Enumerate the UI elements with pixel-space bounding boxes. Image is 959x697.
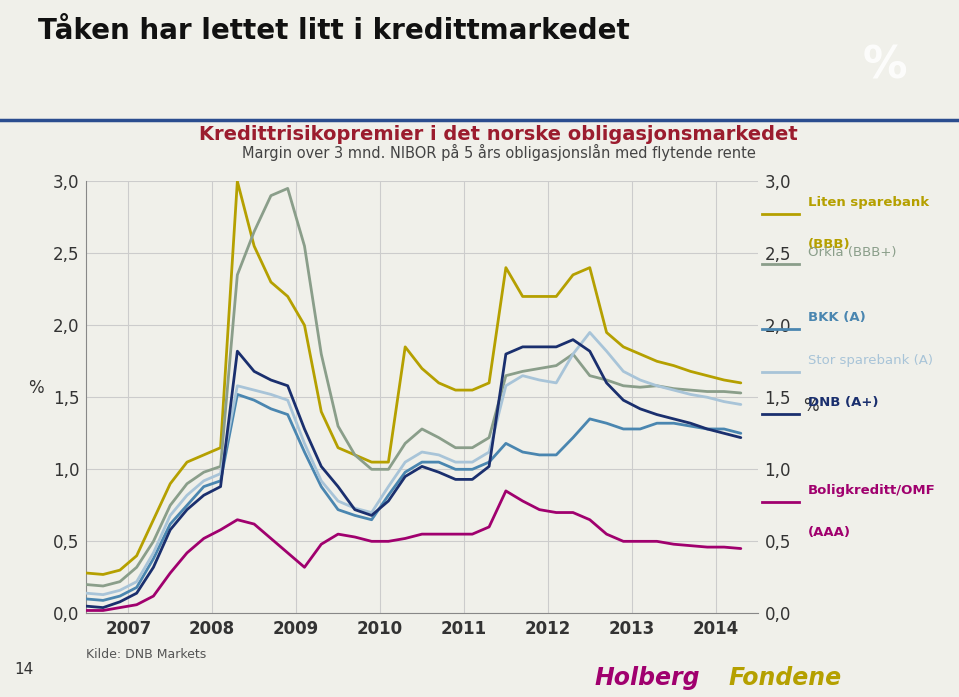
Text: (BBB): (BBB) <box>807 238 851 252</box>
Text: BKK (A): BKK (A) <box>807 312 866 324</box>
Text: %: % <box>862 44 907 87</box>
Text: DNB (A+): DNB (A+) <box>807 396 878 408</box>
Text: Margin over 3 mnd. NIBOR på 5 års obligasjonslån med flytende rente: Margin over 3 mnd. NIBOR på 5 års obliga… <box>242 144 756 161</box>
Text: Fondene: Fondene <box>729 666 842 689</box>
Text: Kilde: DNB Markets: Kilde: DNB Markets <box>86 648 206 661</box>
Text: 14: 14 <box>14 662 34 677</box>
Text: (AAA): (AAA) <box>807 526 851 539</box>
Text: Tåken har lettet litt i kredittmarkedet: Tåken har lettet litt i kredittmarkedet <box>38 17 630 45</box>
Text: Kredittrisikopremier i det norske obligasjonsmarkedet: Kredittrisikopremier i det norske obliga… <box>199 125 798 144</box>
Text: Orkla (BBB+): Orkla (BBB+) <box>807 246 897 259</box>
Text: Holberg: Holberg <box>595 666 700 689</box>
Text: Liten sparebank: Liten sparebank <box>807 197 929 209</box>
Text: Stor sparebank (A): Stor sparebank (A) <box>807 353 933 367</box>
Y-axis label: %: % <box>29 379 44 397</box>
Y-axis label: %: % <box>803 397 818 415</box>
Text: Boligkreditt/OMF: Boligkreditt/OMF <box>807 484 936 497</box>
